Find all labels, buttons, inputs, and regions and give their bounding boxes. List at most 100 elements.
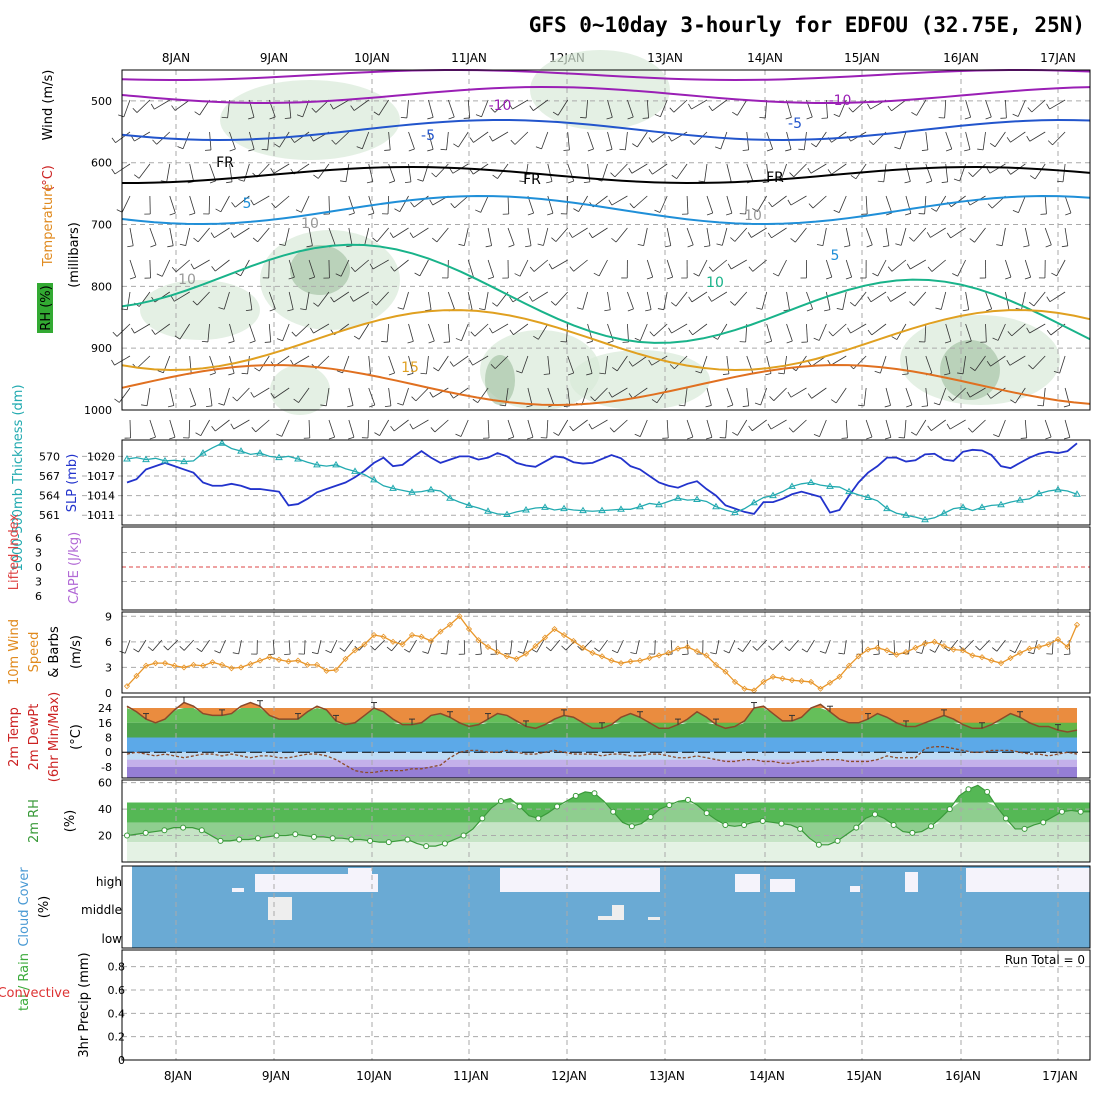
wind-speed-line [126, 615, 1078, 692]
wind-barb-flag [469, 168, 474, 175]
surface-wind-barb [288, 640, 291, 655]
wind-speed-point [1045, 641, 1052, 648]
wind-speed-point [579, 644, 587, 651]
wind-speed-point [864, 646, 872, 653]
wind-barb [447, 323, 451, 342]
thickness-point [864, 493, 872, 501]
wind-barb-flag [157, 370, 164, 374]
surface-wind-barb [1014, 639, 1022, 653]
wind-barb [325, 387, 330, 406]
wind-barb [930, 227, 946, 238]
wind-barb-flag [276, 338, 283, 342]
wind-barb [293, 355, 310, 366]
thickness-point [712, 502, 720, 510]
wind-barb-flag [742, 405, 749, 407]
wind-barb [704, 163, 708, 182]
wind-barb-flag [407, 340, 414, 344]
wind-barb-flag [606, 149, 613, 152]
wind-barb [215, 259, 230, 272]
thickness-point [959, 503, 967, 510]
wind-barb-flag [1053, 370, 1060, 374]
wind-barb-flag [627, 116, 634, 120]
wind-barb [639, 323, 648, 341]
wind-barb-flag [248, 117, 255, 120]
wind-barb [136, 355, 151, 369]
isotherm-label: 10 [706, 275, 724, 291]
wind-barb-flag [455, 338, 462, 342]
rh-shading [220, 80, 400, 160]
wind-barb-flag [478, 308, 486, 311]
wind-barb-flag [167, 405, 174, 408]
cloud-gap-high [1030, 868, 1090, 892]
wind-barb [626, 323, 629, 342]
wind-barb-flag [944, 373, 951, 376]
thickness-axis-label: 1000-500mb Thickness (dm) [11, 384, 26, 571]
wind-barb [611, 387, 628, 398]
wind-barb [166, 163, 171, 182]
wind-barb-flag [170, 295, 175, 302]
surface-wind-barb [789, 639, 799, 651]
wind-barb-flag [313, 174, 319, 179]
wind-barb-flag [372, 237, 378, 243]
wind-barb-flag [946, 423, 951, 430]
thickness-point [636, 502, 644, 510]
wind-barb-flag [1012, 210, 1019, 214]
wind-barb [1042, 387, 1046, 406]
wind-speed-point [874, 644, 881, 651]
wind-barb-flag [987, 203, 993, 209]
dewpt2m-label: 2m DewPt [27, 704, 42, 771]
surface-wind-barb [479, 640, 482, 655]
surface-wind-barb-flag [768, 645, 773, 651]
wind-barb-flag [347, 405, 354, 408]
wind-barb-flag [607, 340, 614, 344]
wind-barb-flag [291, 331, 297, 337]
wind-barb-flag [611, 237, 617, 243]
surface-wind-barb-flag [630, 652, 637, 655]
wind-barb-flag [510, 139, 516, 145]
isotherm-label: 10 [301, 216, 319, 232]
wind-barb-flag [689, 140, 695, 145]
date-label-top: 8JAN [162, 51, 190, 65]
slp-axis-label: SLP (mb) [65, 454, 80, 513]
wind-barb-flag [190, 263, 195, 270]
wind-barb-flag [270, 392, 275, 399]
lifted-index-label: Lifted Index [7, 513, 22, 590]
wind-barb-flag [765, 373, 772, 376]
rh-point [273, 832, 280, 839]
surface-wind-barb-flag [752, 646, 758, 651]
wind-barb [480, 195, 489, 213]
wind-barb-flag [472, 398, 478, 404]
wind-speed-point [541, 634, 549, 641]
wind-barb [905, 195, 912, 214]
wind-barb-flag [628, 167, 633, 174]
wind-barb [985, 99, 992, 118]
wind-barb [604, 355, 608, 374]
surface-wind-barb [921, 640, 927, 654]
wind-barb [481, 99, 489, 117]
wind-speed-point [883, 647, 891, 654]
wind-barb-flag [698, 180, 705, 183]
thickness-point [921, 515, 929, 523]
isotherm-line [121, 309, 1091, 371]
surface-wind-barb-flag [723, 650, 730, 654]
wind-barb [1024, 227, 1030, 246]
wind-barb-flag [986, 393, 992, 399]
wind-tick-label: 9 [105, 610, 112, 623]
convective-label: Convective [0, 986, 70, 1001]
wind-barb [726, 195, 733, 214]
wind-speed-point [484, 643, 492, 651]
wind-barb-flag [706, 212, 713, 216]
wind-barb-flag [786, 340, 793, 344]
wind-speed-point [503, 653, 511, 660]
wind-barb [514, 131, 529, 145]
wind-barb-flag [909, 237, 915, 242]
wind-barb-flag [428, 340, 435, 344]
isotherm-label: 10 [178, 272, 196, 288]
wind-barb [174, 291, 190, 302]
date-label-bottom: 12JAN [551, 1069, 587, 1083]
wind-barb-flag [687, 244, 694, 248]
surface-wind-barb-flag [339, 647, 345, 652]
rh-point [778, 820, 785, 827]
thickness-point [161, 456, 169, 464]
wind-barb [348, 387, 354, 406]
